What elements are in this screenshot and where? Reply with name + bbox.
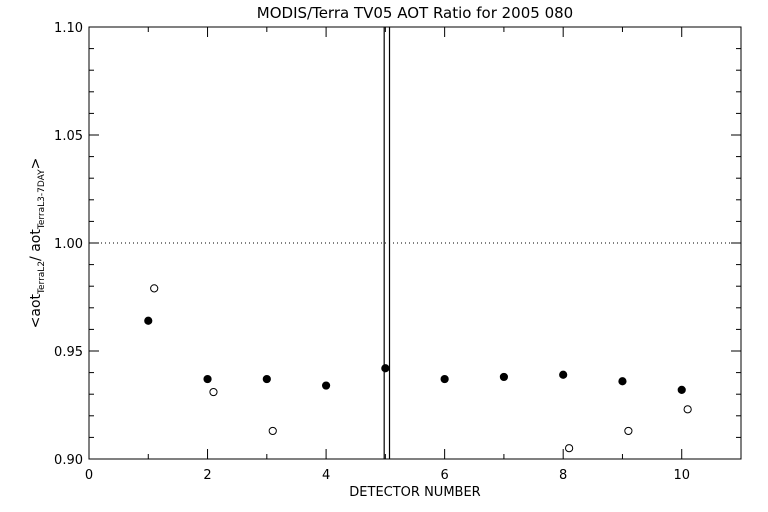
y-axis-label: <aotTerraL2/ aotTerraL3-7DAY> bbox=[28, 158, 47, 329]
filled-point bbox=[440, 374, 449, 384]
x-tick-label: 2 bbox=[203, 468, 211, 483]
open-point bbox=[565, 444, 574, 453]
filled-point bbox=[203, 374, 212, 384]
y-tick-label: 1.10 bbox=[54, 21, 83, 36]
filled-point bbox=[381, 364, 390, 373]
open-point bbox=[268, 426, 277, 436]
x-tick-label: 6 bbox=[440, 468, 448, 483]
data-points bbox=[144, 284, 692, 453]
open-point bbox=[624, 426, 633, 436]
y-label-sub2: TerraL3-7DAY bbox=[37, 169, 47, 230]
open-point bbox=[683, 405, 692, 414]
y-label-prefix: <aot bbox=[28, 293, 44, 328]
filled-point bbox=[559, 370, 568, 379]
x-tick-label: 8 bbox=[559, 468, 567, 483]
y-label-sub1: TerraL2 bbox=[37, 261, 47, 295]
open-point bbox=[150, 284, 159, 293]
reference-lines bbox=[89, 27, 741, 459]
x-tick-label: 4 bbox=[322, 468, 330, 483]
filled-point bbox=[144, 316, 153, 325]
x-tick-label: 10 bbox=[673, 468, 690, 483]
y-tick-label: 0.90 bbox=[54, 453, 83, 468]
y-label-suffix: > bbox=[28, 158, 44, 170]
y-label-middle: / aot bbox=[28, 229, 44, 261]
x-tick-label: 0 bbox=[85, 468, 93, 483]
axis-ticks bbox=[88, 26, 742, 460]
filled-point bbox=[618, 377, 627, 386]
open-point bbox=[209, 387, 218, 397]
filled-point bbox=[677, 385, 686, 394]
x-axis-label: DETECTOR NUMBER bbox=[349, 485, 480, 500]
y-tick-label: 1.05 bbox=[54, 129, 83, 144]
filled-point bbox=[262, 374, 271, 384]
axis-tick-labels: 0 2 4 6 8 10 0.90 0.95 1.00 1.05 1.10 bbox=[54, 21, 690, 483]
filled-point bbox=[321, 381, 331, 390]
y-tick-label: 1.00 bbox=[54, 237, 83, 252]
plot-frame bbox=[88, 26, 742, 460]
chart-title: MODIS/Terra TV05 AOT Ratio for 2005 080 bbox=[257, 4, 573, 22]
y-tick-label: 0.95 bbox=[54, 345, 83, 360]
filled-point bbox=[499, 372, 509, 382]
